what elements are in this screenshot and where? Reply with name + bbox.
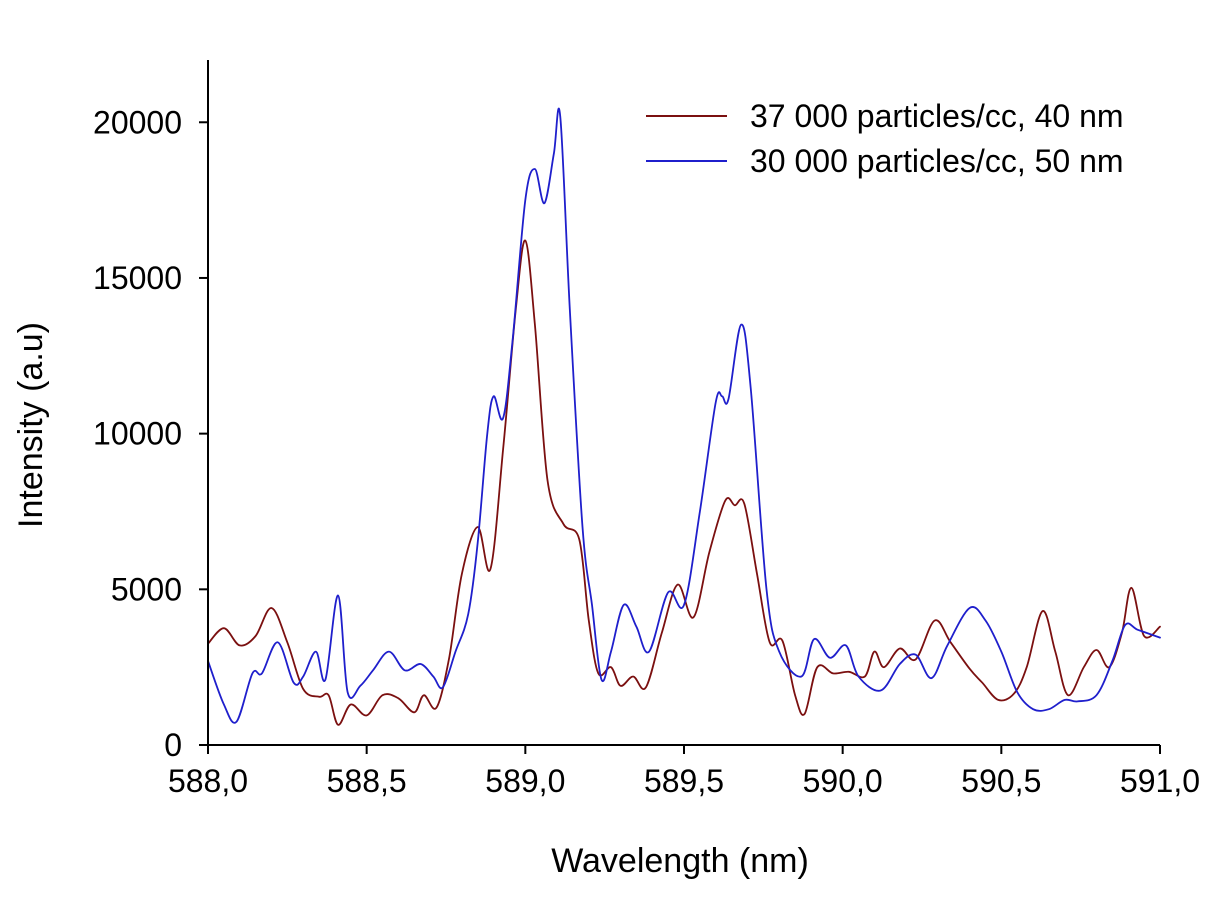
x-tick-label: 590,5 [961,763,1041,799]
plot-series [207,107,1161,726]
x-tick-label: 588,0 [168,763,248,799]
y-tick-label: 5000 [111,571,182,607]
x-tick-label: 591,0 [1120,763,1200,799]
legend: 37 000 particles/cc, 40 nm 30 000 particl… [646,98,1124,179]
x-axis-ticks: 588,0 588,5 589,0 589,5 590,0 590,5 591,0 [168,745,1200,799]
y-tick-label: 15000 [93,260,182,296]
y-tick-label: 10000 [93,416,182,452]
legend-label: 37 000 particles/cc, 40 nm [750,98,1124,134]
y-axis-title: Intensity (a.u) [12,322,50,528]
legend-label: 30 000 particles/cc, 50 nm [750,143,1124,179]
y-axis-ticks: 0 5000 10000 15000 20000 [93,104,208,763]
x-tick-label: 589,5 [644,763,724,799]
series-line-2 [207,107,1161,724]
series-line-1 [207,239,1161,726]
x-tick-label: 588,5 [327,763,407,799]
x-axis-title: Wavelength (nm) [551,842,809,880]
x-tick-label: 590,0 [803,763,883,799]
y-tick-label: 20000 [93,104,182,140]
x-tick-label: 589,0 [485,763,565,799]
y-tick-label: 0 [164,727,182,763]
